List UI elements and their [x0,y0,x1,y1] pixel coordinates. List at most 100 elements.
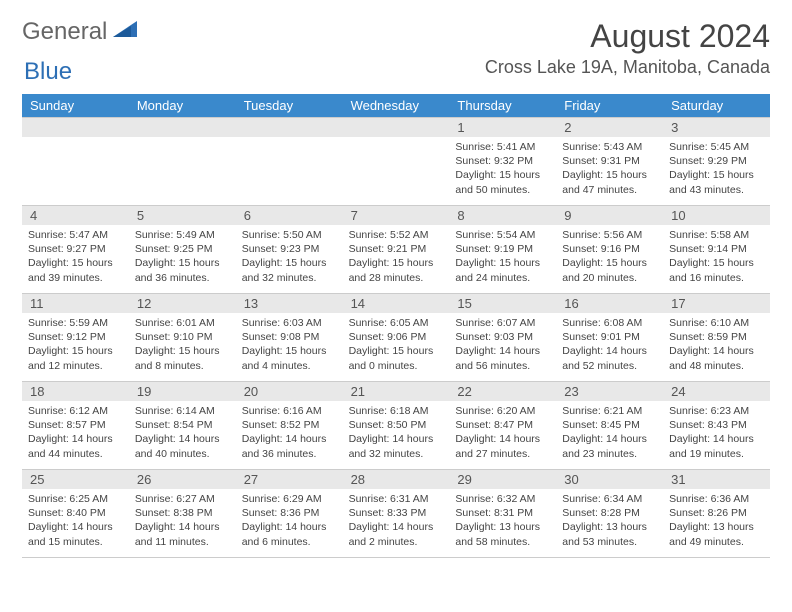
daylight-line: Daylight: 13 hours and 58 minutes. [455,520,550,548]
daylight-line: Daylight: 15 hours and 0 minutes. [349,344,444,372]
sunrise-line: Sunrise: 6:21 AM [562,404,657,418]
weekday-sunday: Sunday [22,94,129,117]
daylight-line: Daylight: 13 hours and 49 minutes. [669,520,764,548]
weekday-monday: Monday [129,94,236,117]
empty-cell [236,117,343,205]
day-number: 12 [129,294,236,313]
day-cell-27: 27Sunrise: 6:29 AMSunset: 8:36 PMDayligh… [236,469,343,557]
day-number: 3 [663,118,770,137]
sunrise-line: Sunrise: 6:29 AM [242,492,337,506]
day-info: Sunrise: 5:52 AMSunset: 9:21 PMDaylight:… [343,225,450,288]
day-cell-14: 14Sunrise: 6:05 AMSunset: 9:06 PMDayligh… [343,293,450,381]
day-number: 6 [236,206,343,225]
day-info: Sunrise: 5:47 AMSunset: 9:27 PMDaylight:… [22,225,129,288]
day-number: 10 [663,206,770,225]
day-number: 28 [343,470,450,489]
day-number: 4 [22,206,129,225]
day-cell-7: 7Sunrise: 5:52 AMSunset: 9:21 PMDaylight… [343,205,450,293]
sunset-line: Sunset: 8:31 PM [455,506,550,520]
day-cell-15: 15Sunrise: 6:07 AMSunset: 9:03 PMDayligh… [449,293,556,381]
week-row: 1Sunrise: 5:41 AMSunset: 9:32 PMDaylight… [22,117,770,205]
day-cell-25: 25Sunrise: 6:25 AMSunset: 8:40 PMDayligh… [22,469,129,557]
daylight-line: Daylight: 15 hours and 43 minutes. [669,168,764,196]
week-row: 11Sunrise: 5:59 AMSunset: 9:12 PMDayligh… [22,293,770,381]
day-info: Sunrise: 5:49 AMSunset: 9:25 PMDaylight:… [129,225,236,288]
day-number: 19 [129,382,236,401]
daylight-line: Daylight: 15 hours and 28 minutes. [349,256,444,284]
day-info: Sunrise: 5:54 AMSunset: 9:19 PMDaylight:… [449,225,556,288]
day-number: 2 [556,118,663,137]
day-info: Sunrise: 6:36 AMSunset: 8:26 PMDaylight:… [663,489,770,552]
daylight-line: Daylight: 15 hours and 24 minutes. [455,256,550,284]
sunset-line: Sunset: 9:14 PM [669,242,764,256]
day-info: Sunrise: 5:59 AMSunset: 9:12 PMDaylight:… [22,313,129,376]
day-number: 29 [449,470,556,489]
day-info: Sunrise: 6:27 AMSunset: 8:38 PMDaylight:… [129,489,236,552]
daylight-line: Daylight: 14 hours and 15 minutes. [28,520,123,548]
day-number: 24 [663,382,770,401]
day-number: 8 [449,206,556,225]
sunset-line: Sunset: 9:08 PM [242,330,337,344]
sunrise-line: Sunrise: 6:18 AM [349,404,444,418]
day-cell-22: 22Sunrise: 6:20 AMSunset: 8:47 PMDayligh… [449,381,556,469]
day-cell-2: 2 Sunrise: 5:43 AMSunset: 9:31 PMDaylight… [556,117,663,205]
sunset-line: Sunset: 8:57 PM [28,418,123,432]
day-number: 15 [449,294,556,313]
day-cell-4: 4Sunrise: 5:47 AMSunset: 9:27 PMDaylight… [22,205,129,293]
day-number: 23 [556,382,663,401]
sunset-line: Sunset: 9:12 PM [28,330,123,344]
calendar: SundayMondayTuesdayWednesdayThursdayFrid… [22,94,770,558]
day-info: Sunrise: 6:07 AMSunset: 9:03 PMDaylight:… [449,313,556,376]
sunset-line: Sunset: 8:33 PM [349,506,444,520]
day-info: Sunrise: 6:03 AMSunset: 9:08 PMDaylight:… [236,313,343,376]
empty-cell [22,117,129,205]
day-info: Sunrise: 6:25 AMSunset: 8:40 PMDaylight:… [22,489,129,552]
day-number: 11 [22,294,129,313]
daylight-line: Daylight: 15 hours and 39 minutes. [28,256,123,284]
sunset-line: Sunset: 9:23 PM [242,242,337,256]
day-cell-5: 5Sunrise: 5:49 AMSunset: 9:25 PMDaylight… [129,205,236,293]
day-info: Sunrise: 6:23 AMSunset: 8:43 PMDaylight:… [663,401,770,464]
sunrise-line: Sunrise: 6:08 AM [562,316,657,330]
sunrise-line: Sunrise: 5:49 AM [135,228,230,242]
daylight-line: Daylight: 14 hours and 36 minutes. [242,432,337,460]
day-cell-31: 31Sunrise: 6:36 AMSunset: 8:26 PMDayligh… [663,469,770,557]
day-cell-26: 26Sunrise: 6:27 AMSunset: 8:38 PMDayligh… [129,469,236,557]
daylight-line: Daylight: 15 hours and 50 minutes. [455,168,550,196]
sunrise-line: Sunrise: 6:01 AM [135,316,230,330]
day-info: Sunrise: 6:10 AMSunset: 8:59 PMDaylight:… [663,313,770,376]
sunrise-line: Sunrise: 6:16 AM [242,404,337,418]
sunset-line: Sunset: 9:29 PM [669,154,764,168]
day-number: 31 [663,470,770,489]
sunrise-line: Sunrise: 6:03 AM [242,316,337,330]
week-row: 4Sunrise: 5:47 AMSunset: 9:27 PMDaylight… [22,205,770,293]
sunset-line: Sunset: 8:43 PM [669,418,764,432]
daylight-line: Daylight: 14 hours and 27 minutes. [455,432,550,460]
weekday-tuesday: Tuesday [236,94,343,117]
day-info: Sunrise: 6:20 AMSunset: 8:47 PMDaylight:… [449,401,556,464]
sunset-line: Sunset: 9:10 PM [135,330,230,344]
day-info: Sunrise: 6:21 AMSunset: 8:45 PMDaylight:… [556,401,663,464]
sunrise-line: Sunrise: 5:41 AM [455,140,550,154]
day-cell-21: 21Sunrise: 6:18 AMSunset: 8:50 PMDayligh… [343,381,450,469]
logo-text-blue: Blue [24,58,72,85]
sunrise-line: Sunrise: 5:58 AM [669,228,764,242]
day-info: Sunrise: 6:12 AMSunset: 8:57 PMDaylight:… [22,401,129,464]
daylight-line: Daylight: 14 hours and 11 minutes. [135,520,230,548]
sunrise-line: Sunrise: 6:27 AM [135,492,230,506]
daylight-line: Daylight: 15 hours and 47 minutes. [562,168,657,196]
sunrise-line: Sunrise: 5:52 AM [349,228,444,242]
sunset-line: Sunset: 9:31 PM [562,154,657,168]
sunset-line: Sunset: 9:01 PM [562,330,657,344]
daylight-line: Daylight: 15 hours and 12 minutes. [28,344,123,372]
day-info: Sunrise: 6:29 AMSunset: 8:36 PMDaylight:… [236,489,343,552]
day-cell-17: 17Sunrise: 6:10 AMSunset: 8:59 PMDayligh… [663,293,770,381]
sunset-line: Sunset: 8:59 PM [669,330,764,344]
weekday-wednesday: Wednesday [343,94,450,117]
sunrise-line: Sunrise: 5:43 AM [562,140,657,154]
day-number: 18 [22,382,129,401]
day-cell-18: 18Sunrise: 6:12 AMSunset: 8:57 PMDayligh… [22,381,129,469]
sunset-line: Sunset: 8:52 PM [242,418,337,432]
day-cell-24: 24Sunrise: 6:23 AMSunset: 8:43 PMDayligh… [663,381,770,469]
day-cell-10: 10Sunrise: 5:58 AMSunset: 9:14 PMDayligh… [663,205,770,293]
